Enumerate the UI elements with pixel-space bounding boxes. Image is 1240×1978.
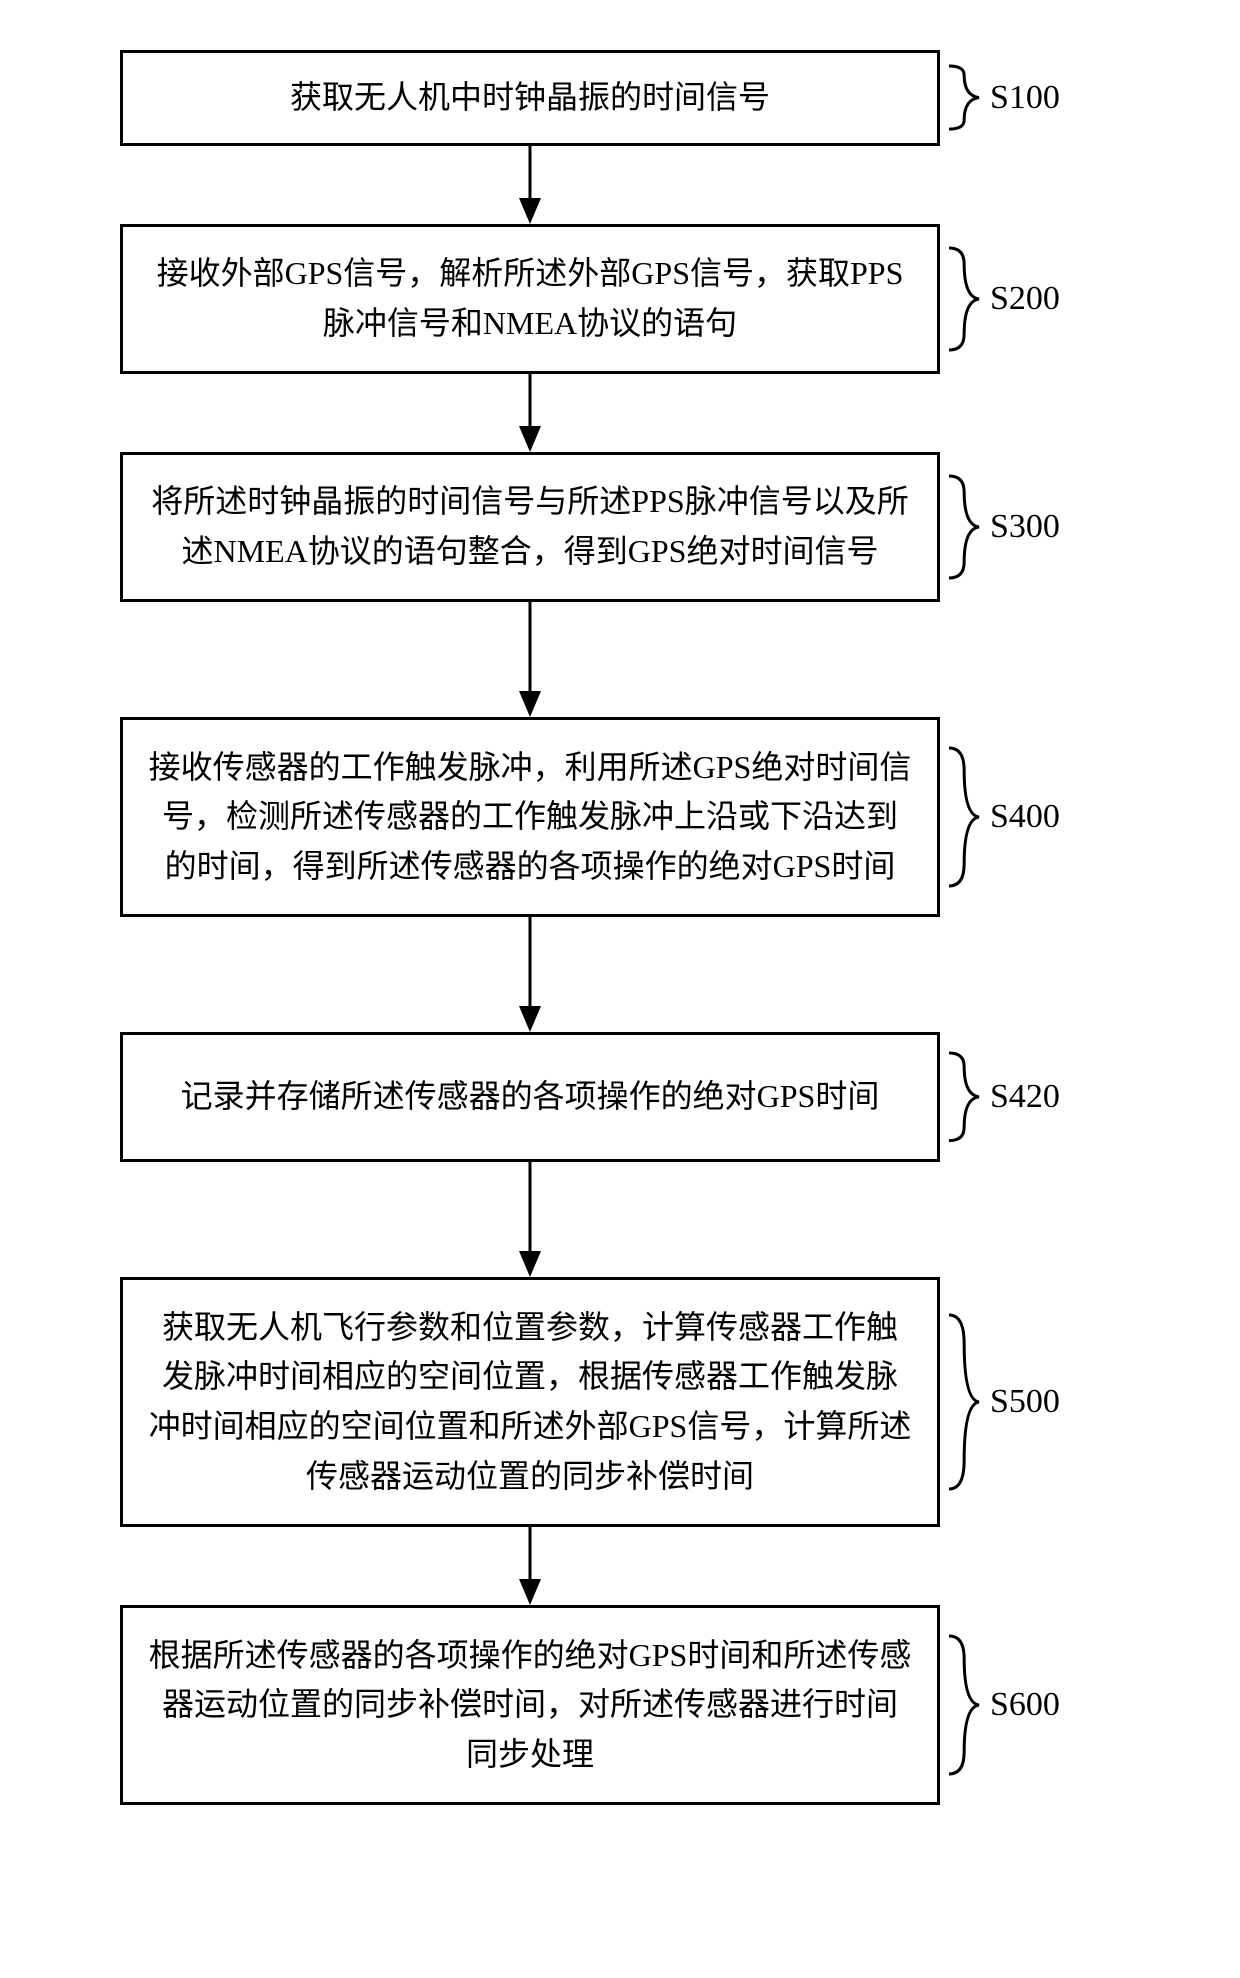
flow-node: 获取无人机中时钟晶振的时间信号 bbox=[120, 50, 940, 146]
step-label: S100 bbox=[990, 79, 1060, 117]
arrow-down-icon bbox=[515, 374, 545, 452]
arrow-down-icon bbox=[515, 1162, 545, 1277]
flow-arrow bbox=[120, 602, 940, 717]
brace-icon bbox=[946, 63, 982, 132]
step-label-wrap: S500 bbox=[946, 1277, 1060, 1527]
flow-node-text: 记录并存储所述传感器的各项操作的绝对GPS时间 bbox=[147, 1072, 913, 1122]
step-label: S500 bbox=[990, 1383, 1060, 1421]
flow-node: 记录并存储所述传感器的各项操作的绝对GPS时间 bbox=[120, 1032, 940, 1162]
arrow-down-icon bbox=[515, 146, 545, 224]
flow-node-text: 接收传感器的工作触发脉冲，利用所述GPS绝对时间信号，检测所述传感器的工作触发脉… bbox=[147, 743, 913, 892]
flow-step-s600: 根据所述传感器的各项操作的绝对GPS时间和所述传感器运动位置的同步补偿时间，对所… bbox=[80, 1605, 1160, 1805]
flow-node: 接收外部GPS信号，解析所述外部GPS信号，获取PPS脉冲信号和NMEA协议的语… bbox=[120, 224, 940, 374]
flow-arrow bbox=[120, 146, 940, 224]
flow-arrow bbox=[120, 374, 940, 452]
flow-step-s200: 接收外部GPS信号，解析所述外部GPS信号，获取PPS脉冲信号和NMEA协议的语… bbox=[80, 224, 1160, 374]
flow-node: 接收传感器的工作触发脉冲，利用所述GPS绝对时间信号，检测所述传感器的工作触发脉… bbox=[120, 717, 940, 917]
flow-node: 获取无人机飞行参数和位置参数，计算传感器工作触发脉冲时间相应的空间位置，根据传感… bbox=[120, 1277, 940, 1527]
flow-node: 根据所述传感器的各项操作的绝对GPS时间和所述传感器运动位置的同步补偿时间，对所… bbox=[120, 1605, 940, 1805]
flow-step-s100: 获取无人机中时钟晶振的时间信号 S100 bbox=[80, 50, 1160, 146]
flow-arrow bbox=[120, 917, 940, 1032]
step-label-wrap: S420 bbox=[946, 1032, 1060, 1162]
arrow-down-icon bbox=[515, 1527, 545, 1605]
brace-icon bbox=[946, 1312, 982, 1492]
flow-node: 将所述时钟晶振的时间信号与所述PPS脉冲信号以及所述NMEA协议的语句整合，得到… bbox=[120, 452, 940, 602]
flow-arrow bbox=[120, 1527, 940, 1605]
step-label-wrap: S300 bbox=[946, 452, 1060, 602]
step-label-wrap: S100 bbox=[946, 50, 1060, 146]
brace-icon bbox=[946, 1633, 982, 1777]
flowchart-container: 获取无人机中时钟晶振的时间信号 S100 接收外部GPS信号，解析所述外部GPS信号… bbox=[80, 50, 1160, 1805]
flow-node-text: 根据所述传感器的各项操作的绝对GPS时间和所述传感器运动位置的同步补偿时间，对所… bbox=[147, 1631, 913, 1780]
flow-node-text: 接收外部GPS信号，解析所述外部GPS信号，获取PPS脉冲信号和NMEA协议的语… bbox=[147, 249, 913, 348]
flow-step-s400: 接收传感器的工作触发脉冲，利用所述GPS绝对时间信号，检测所述传感器的工作触发脉… bbox=[80, 717, 1160, 917]
flow-step-s500: 获取无人机飞行参数和位置参数，计算传感器工作触发脉冲时间相应的空间位置，根据传感… bbox=[80, 1277, 1160, 1527]
step-label-wrap: S400 bbox=[946, 717, 1060, 917]
brace-icon bbox=[946, 473, 982, 581]
flow-node-text: 获取无人机飞行参数和位置参数，计算传感器工作触发脉冲时间相应的空间位置，根据传感… bbox=[147, 1303, 913, 1501]
flow-arrow bbox=[120, 1162, 940, 1277]
step-label: S300 bbox=[990, 508, 1060, 546]
step-label-wrap: S200 bbox=[946, 224, 1060, 374]
flow-step-s300: 将所述时钟晶振的时间信号与所述PPS脉冲信号以及所述NMEA协议的语句整合，得到… bbox=[80, 452, 1160, 602]
flow-step-s420: 记录并存储所述传感器的各项操作的绝对GPS时间 S420 bbox=[80, 1032, 1160, 1162]
arrow-down-icon bbox=[515, 602, 545, 717]
step-label: S200 bbox=[990, 280, 1060, 318]
step-label: S420 bbox=[990, 1078, 1060, 1116]
arrow-down-icon bbox=[515, 917, 545, 1032]
flow-node-text: 获取无人机中时钟晶振的时间信号 bbox=[147, 73, 913, 123]
brace-icon bbox=[946, 245, 982, 353]
flow-node-text: 将所述时钟晶振的时间信号与所述PPS脉冲信号以及所述NMEA协议的语句整合，得到… bbox=[147, 477, 913, 576]
step-label: S600 bbox=[990, 1686, 1060, 1724]
brace-icon bbox=[946, 1050, 982, 1144]
brace-icon bbox=[946, 745, 982, 889]
step-label-wrap: S600 bbox=[946, 1605, 1060, 1805]
step-label: S400 bbox=[990, 798, 1060, 836]
